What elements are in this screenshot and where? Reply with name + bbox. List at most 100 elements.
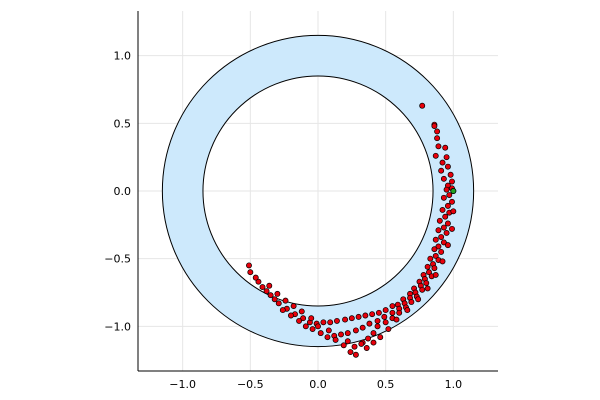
data-point <box>440 239 447 246</box>
data-point <box>439 206 446 213</box>
data-point <box>449 225 455 232</box>
data-point <box>347 349 354 356</box>
y-tick-label: −1.0 <box>104 320 131 333</box>
data-point <box>439 159 446 166</box>
data-point <box>359 324 366 331</box>
data-point <box>352 351 359 358</box>
data-points <box>246 102 457 358</box>
y-tick-label: 0.0 <box>114 185 132 198</box>
data-point <box>370 339 377 346</box>
data-point <box>370 330 377 337</box>
data-point <box>443 154 450 161</box>
y-tick-label: 1.0 <box>114 50 132 63</box>
data-point <box>419 286 426 293</box>
data-point <box>415 296 422 303</box>
data-point <box>325 327 332 334</box>
data-point <box>382 307 389 314</box>
data-point <box>449 198 455 205</box>
x-tick-label: 0.0 <box>309 378 327 391</box>
data-point <box>363 345 370 351</box>
data-point <box>382 319 389 326</box>
highlight-point <box>450 188 457 194</box>
data-point <box>440 194 447 201</box>
data-point <box>449 178 455 185</box>
data-point <box>271 296 278 303</box>
data-point <box>389 303 396 309</box>
x-tick-label: −0.5 <box>237 378 264 391</box>
data-point <box>255 278 262 285</box>
data-point <box>342 316 349 323</box>
data-point <box>434 128 441 135</box>
data-point <box>393 316 400 323</box>
data-point <box>374 323 381 330</box>
data-point <box>252 274 259 281</box>
data-point <box>344 330 351 337</box>
data-point <box>432 253 439 259</box>
data-point <box>327 319 334 326</box>
data-point <box>296 317 303 324</box>
axes <box>137 11 498 372</box>
data-point <box>263 288 270 295</box>
data-point <box>348 315 355 322</box>
data-point <box>446 192 453 199</box>
data-point <box>317 330 324 337</box>
data-point <box>290 303 297 309</box>
data-point <box>432 271 439 278</box>
data-point <box>246 262 252 269</box>
data-point <box>444 163 451 170</box>
data-point <box>374 317 381 324</box>
annulus-region <box>161 34 475 348</box>
data-point <box>440 224 447 231</box>
data-point <box>442 144 449 151</box>
data-point <box>396 309 403 316</box>
data-point <box>247 269 254 276</box>
data-point <box>302 323 309 330</box>
data-point <box>298 308 305 315</box>
data-point <box>351 343 358 350</box>
x-tick-label: −1.0 <box>169 378 196 391</box>
data-point <box>389 309 396 316</box>
data-point <box>431 246 438 253</box>
data-point <box>282 297 289 304</box>
tick-labels: −1.0 −0.5 0.0 0.5 1.0 1.0 0.5 0.0 −0.5 −1.0 <box>104 50 462 391</box>
data-point <box>444 242 451 249</box>
data-point <box>435 243 442 250</box>
data-point <box>426 269 432 276</box>
data-point <box>423 280 430 286</box>
data-point <box>315 323 321 330</box>
data-point <box>419 102 426 109</box>
data-point <box>377 334 384 341</box>
data-point <box>444 220 451 227</box>
data-point <box>450 208 457 215</box>
data-point <box>438 167 445 174</box>
data-point <box>444 202 451 209</box>
y-tick-label: 0.5 <box>114 117 132 130</box>
data-point <box>338 331 344 338</box>
data-point <box>358 340 365 347</box>
data-point <box>440 175 447 182</box>
data-point <box>324 334 331 341</box>
data-point <box>279 307 286 314</box>
data-point <box>300 315 307 322</box>
y-tick-label: −0.5 <box>104 253 131 266</box>
data-point <box>442 213 449 220</box>
data-point <box>432 152 439 159</box>
data-point <box>344 338 351 345</box>
data-point <box>287 312 294 319</box>
data-point <box>309 326 316 332</box>
data-point <box>266 282 273 289</box>
data-point <box>369 311 376 318</box>
data-point <box>404 307 411 314</box>
data-point <box>443 230 450 236</box>
data-point <box>438 248 445 255</box>
data-point <box>332 336 339 343</box>
data-point <box>352 327 359 334</box>
data-point <box>340 342 347 349</box>
data-point <box>435 143 442 150</box>
data-point <box>431 265 438 272</box>
data-point <box>424 285 431 292</box>
data-point <box>408 299 415 305</box>
data-point <box>435 227 442 234</box>
data-point <box>385 326 392 332</box>
